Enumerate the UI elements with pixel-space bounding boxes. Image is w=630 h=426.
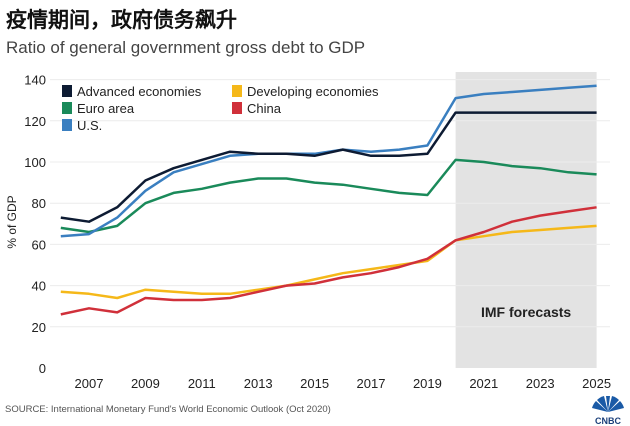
y-tick-label: 120 xyxy=(24,114,46,129)
y-tick-label: 60 xyxy=(32,237,46,252)
legend-label: Euro area xyxy=(77,101,135,116)
series-line-advanced-economies xyxy=(60,111,597,223)
series-line-developing-economies xyxy=(60,224,597,300)
series-line-china xyxy=(60,206,597,316)
x-tick-label: 2011 xyxy=(188,376,216,391)
forecast-region xyxy=(455,72,597,368)
legend-label: China xyxy=(247,101,282,116)
series-line-euro-area xyxy=(60,158,597,234)
x-tick-label: 2007 xyxy=(75,376,104,391)
legend-label: Advanced economies xyxy=(77,84,202,99)
legend-swatch xyxy=(62,119,72,131)
y-axis-label: % of GDP xyxy=(5,195,19,248)
legend-swatch xyxy=(62,85,72,97)
cnbc-logo: CNBC xyxy=(592,396,624,426)
legend-swatch xyxy=(62,102,72,114)
x-tick-label: 2013 xyxy=(244,376,273,391)
x-tick-label: 2009 xyxy=(131,376,160,391)
chart-title: 疫情期间，政府债务飙升 xyxy=(6,8,237,32)
chart-subtitle: Ratio of general government gross debt t… xyxy=(6,38,366,57)
y-tick-label: 40 xyxy=(32,279,46,294)
x-tick-label: 2021 xyxy=(469,376,498,391)
x-tick-label: 2019 xyxy=(413,376,442,391)
y-tick-label: 100 xyxy=(24,155,46,170)
x-tick-label: 2017 xyxy=(357,376,386,391)
source-note: SOURCE: International Monetary Fund's Wo… xyxy=(5,404,331,415)
x-tick-label: 2023 xyxy=(526,376,555,391)
y-tick-label: 20 xyxy=(32,320,46,335)
forecast-label: IMF forecasts xyxy=(481,304,571,320)
legend-label: U.S. xyxy=(77,118,102,133)
y-tick-label: 0 xyxy=(39,361,46,376)
legend-swatch xyxy=(232,102,242,114)
y-tick-label: 80 xyxy=(32,196,46,211)
legend-swatch xyxy=(232,85,242,97)
legend-label: Developing economies xyxy=(247,84,379,99)
svg-text:CNBC: CNBC xyxy=(595,416,621,426)
x-tick-label: 2015 xyxy=(300,376,329,391)
y-tick-label: 140 xyxy=(24,73,46,88)
x-tick-label: 2025 xyxy=(582,376,611,391)
